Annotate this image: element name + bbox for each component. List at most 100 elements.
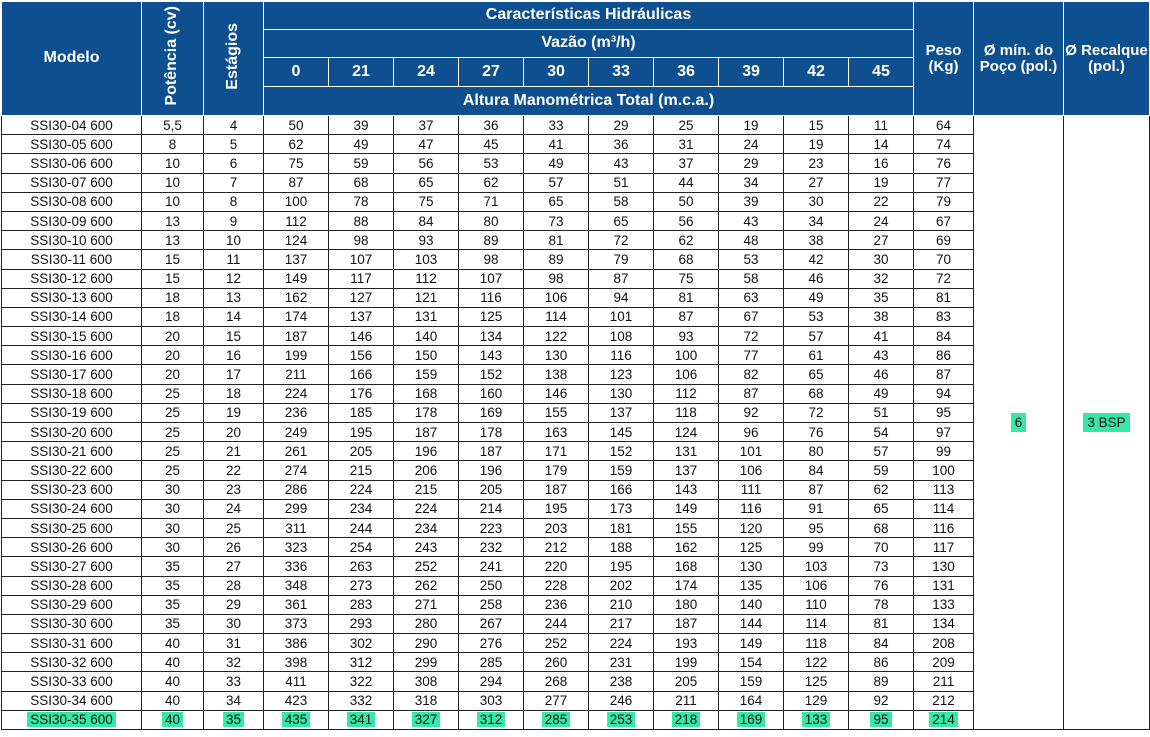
value-cell: 123 (588, 364, 654, 385)
value-cell: 69 (913, 230, 974, 251)
value-cell: 95 (913, 402, 974, 424)
value-cell: 130 (588, 383, 654, 404)
cell-text: 252 (544, 635, 568, 651)
value-cell: 220 (523, 556, 589, 577)
cell-text: 79 (613, 251, 629, 267)
value-cell: 30 (783, 191, 849, 212)
cell-text: 71 (483, 194, 499, 210)
cell-text: 336 (284, 558, 308, 574)
value-cell: 30 (203, 613, 264, 635)
model-cell: SSI30-33 600 (1, 671, 142, 692)
value-cell: 62 (653, 230, 719, 251)
value-cell: 163 (523, 421, 589, 443)
value-cell: 435 (263, 709, 329, 731)
value-cell: 143 (458, 345, 524, 366)
table-row: SSI30-15 600 20 15 187 146 140 134 122 108 93 72 57… (1, 326, 1150, 347)
cell-text: 63 (743, 290, 759, 306)
model-cell: SSI30-30 600 (1, 613, 142, 635)
value-cell: 70 (848, 537, 914, 558)
cell-text: 234 (414, 520, 438, 536)
cell-text: 137 (284, 251, 308, 267)
model-cell: SSI30-15 600 (1, 326, 142, 347)
cell-text: 86 (873, 654, 889, 670)
value-cell: 423 (263, 690, 329, 711)
cell-text: 303 (479, 693, 503, 709)
value-cell: 173 (588, 498, 654, 519)
value-cell: 71 (458, 191, 524, 212)
header-flow: Vazão (m³/h) (263, 29, 914, 58)
header-power-label: Potência (cv) (163, 6, 181, 106)
value-cell: 36 (458, 114, 524, 136)
cell-text: 205 (674, 674, 698, 690)
value-cell: 31 (203, 633, 264, 654)
value-cell: 133 (783, 709, 849, 731)
value-cell: 159 (718, 671, 784, 692)
value-cell: 86 (848, 652, 914, 673)
value-cell: 250 (458, 575, 524, 596)
value-cell: 36 (588, 134, 654, 155)
value-cell: 19 (848, 172, 914, 193)
value-cell: 179 (523, 460, 589, 481)
value-cell: 89 (848, 671, 914, 692)
value-cell: 29 (718, 153, 784, 174)
cell-text: SSI30-21 600 (30, 443, 113, 459)
cell-text: 299 (414, 654, 438, 670)
cell-text: 13 (164, 232, 181, 248)
value-cell: 130 (718, 556, 784, 577)
cell-text: 149 (674, 501, 698, 517)
value-cell: 188 (588, 537, 654, 558)
cell-text: 113 (932, 482, 955, 498)
value-cell: 91 (783, 498, 849, 519)
table-row: SSI30-31 600 40 31 386 302 290 276 252 224 193 149… (1, 633, 1150, 654)
cell-text: 30 (164, 482, 181, 498)
value-cell: 311 (263, 517, 329, 539)
value-cell: 13 (141, 210, 204, 232)
cell-text: 94 (935, 386, 952, 402)
value-cell: 187 (653, 613, 719, 635)
cell-text: 149 (284, 271, 308, 287)
cell-text: 168 (414, 386, 438, 402)
cell-text: 223 (479, 520, 503, 536)
cell-text: 34 (743, 175, 759, 191)
value-cell: 117 (328, 268, 394, 289)
cell-text: 423 (284, 693, 308, 709)
value-cell: 231 (588, 652, 654, 673)
cell-text: 125 (804, 674, 828, 690)
value-cell: 13 (141, 230, 204, 251)
cell-text: 250 (479, 578, 503, 594)
value-cell: 68 (783, 383, 849, 404)
value-cell: 253 (588, 709, 654, 731)
cell-text: 211 (675, 693, 697, 709)
value-cell: 386 (263, 633, 329, 654)
header-flow-39: 39 (718, 57, 784, 87)
value-cell: 140 (393, 326, 459, 347)
value-cell: 244 (328, 517, 394, 539)
cell-text: 106 (739, 462, 763, 478)
value-cell: 107 (458, 268, 524, 289)
value-cell: 34 (718, 172, 784, 193)
cell-text: 271 (414, 597, 438, 613)
value-cell: 236 (523, 594, 589, 615)
cell-text: SSI30-08 600 (30, 194, 113, 210)
cell-text: 9 (229, 213, 238, 229)
value-cell: 260 (523, 652, 589, 673)
value-cell: 82 (718, 364, 784, 385)
value-cell: 210 (588, 594, 654, 615)
value-cell: 211 (913, 671, 974, 692)
value-cell: 262 (393, 575, 459, 596)
value-cell: 87 (718, 383, 784, 404)
value-cell: 121 (393, 287, 459, 308)
value-cell: 263 (328, 556, 394, 577)
header-stages: Estágios (203, 1, 264, 116)
value-cell: 341 (328, 709, 394, 731)
value-cell: 249 (263, 421, 329, 443)
cell-text: 185 (349, 405, 373, 421)
value-cell: 131 (913, 575, 974, 596)
model-cell: SSI30-25 600 (1, 517, 142, 539)
cell-text: 10 (164, 194, 181, 210)
cell-text: 15 (164, 251, 181, 267)
value-cell: 106 (783, 575, 849, 596)
value-cell: 20 (141, 326, 204, 347)
value-cell: 10 (141, 191, 204, 212)
cell-text: 53 (743, 251, 759, 267)
